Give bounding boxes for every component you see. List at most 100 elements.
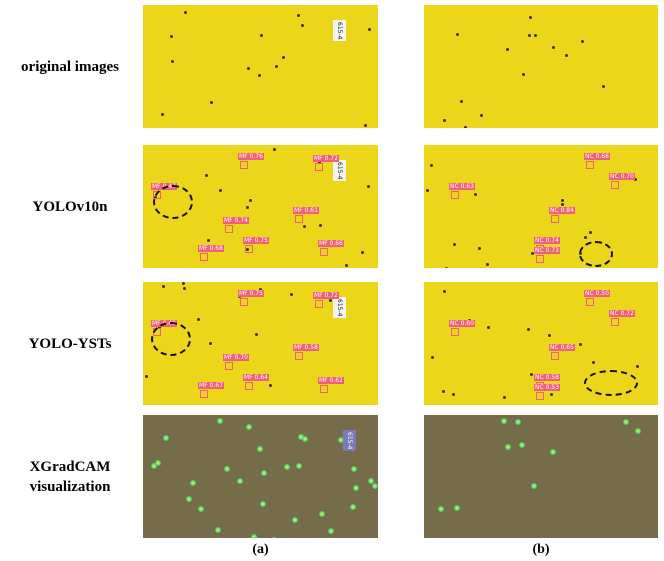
heat-spot — [453, 504, 460, 511]
insect — [453, 242, 457, 246]
heat-spot — [368, 478, 375, 485]
heat-spot — [319, 511, 326, 518]
insect — [601, 85, 605, 89]
insect — [561, 199, 565, 203]
heat-spot — [501, 418, 508, 425]
heat-spot — [518, 442, 525, 449]
row-label: YOLOv10n — [32, 198, 108, 215]
insect — [529, 372, 533, 376]
detection-label: NC 0.73 — [534, 247, 560, 254]
heat-spot — [634, 427, 641, 434]
insect — [442, 390, 446, 394]
insect — [289, 292, 293, 296]
insect — [205, 174, 209, 178]
insect — [208, 342, 212, 346]
insect — [636, 365, 640, 369]
highlight-ellipse — [579, 241, 613, 267]
insect — [552, 45, 555, 49]
detection-box — [451, 191, 459, 199]
insect — [529, 16, 533, 20]
heat-spot — [350, 503, 357, 510]
insect — [584, 235, 588, 239]
detection-box — [240, 298, 248, 306]
heat-spot — [549, 449, 556, 456]
detection-label: MF 0.70 — [223, 354, 249, 361]
insect — [181, 282, 185, 286]
detection-box — [451, 328, 459, 336]
insect — [452, 392, 456, 396]
detection-label: MF 0.62 — [318, 377, 344, 384]
heat-spot — [504, 443, 511, 450]
detection-label: MF 0.67 — [198, 382, 224, 389]
insect — [550, 393, 554, 397]
detection-label: MF 0.72 — [313, 292, 339, 299]
detection-box — [551, 352, 559, 360]
detection-box — [536, 255, 544, 263]
insect — [300, 24, 304, 28]
insect — [273, 147, 277, 151]
insect — [561, 202, 565, 206]
detection-label: NC 0.60 — [449, 320, 475, 327]
row-label: YOLO-YSTs — [28, 335, 112, 352]
detection-label: MF 0.76 — [238, 153, 264, 160]
column-label: (b) — [532, 542, 550, 557]
heat-spot — [252, 536, 259, 538]
insect — [526, 328, 530, 332]
heat-spot — [261, 469, 268, 476]
insect — [463, 126, 467, 128]
heat-spot — [338, 436, 345, 443]
detection-label: MF 0.74 — [223, 217, 249, 224]
detection-box — [295, 352, 303, 360]
insect — [522, 72, 526, 76]
heat-spot — [351, 466, 358, 473]
insect — [578, 343, 582, 347]
insect — [477, 247, 481, 251]
insect — [161, 113, 165, 117]
insect — [367, 184, 371, 188]
insect — [269, 384, 273, 388]
insect — [281, 55, 285, 59]
heat-spot — [530, 483, 537, 490]
detection-label: NC 0.63 — [449, 183, 475, 190]
detection-label: MF 0.64 — [243, 374, 269, 381]
insect — [246, 248, 250, 252]
insect — [317, 161, 321, 165]
image-panel — [424, 5, 658, 128]
insect — [474, 193, 478, 197]
insect — [260, 33, 264, 37]
row-label: original images — [21, 58, 119, 75]
insect — [144, 375, 148, 379]
insect — [209, 101, 213, 105]
image-panel: 615-4 MF 0.49 MF 0.75 MF 0.70 MF 0.67 MF 0.72… — [143, 282, 378, 405]
insect — [591, 360, 595, 364]
detection-label: NC 0.68 — [584, 153, 610, 160]
detection-box — [225, 362, 233, 370]
insect — [258, 73, 262, 77]
detection-box — [586, 298, 594, 306]
detection-box — [295, 215, 303, 223]
heat-spot — [623, 418, 630, 425]
heat-spot — [296, 463, 303, 470]
insect — [367, 28, 371, 32]
insect — [528, 33, 532, 37]
insect — [565, 54, 569, 58]
heat-spot — [302, 435, 309, 442]
highlight-ellipse — [151, 322, 191, 356]
heat-spot — [250, 533, 257, 538]
insect — [247, 67, 251, 71]
insect — [162, 284, 166, 288]
detection-label: MF 0.72 — [313, 155, 339, 162]
insect — [255, 333, 259, 336]
detection-box — [315, 300, 323, 308]
insect — [344, 264, 348, 268]
insect — [429, 163, 433, 167]
heat-spot — [216, 417, 223, 424]
plate-label: 615-4 — [333, 20, 346, 42]
detection-label: MF 0.68 — [198, 245, 224, 252]
plate-label: 615-4 — [333, 160, 346, 182]
insect — [245, 205, 249, 209]
detection-label: NC 0.70 — [609, 173, 635, 180]
insect — [259, 288, 263, 292]
detection-label: MF 0.75 — [243, 237, 269, 244]
